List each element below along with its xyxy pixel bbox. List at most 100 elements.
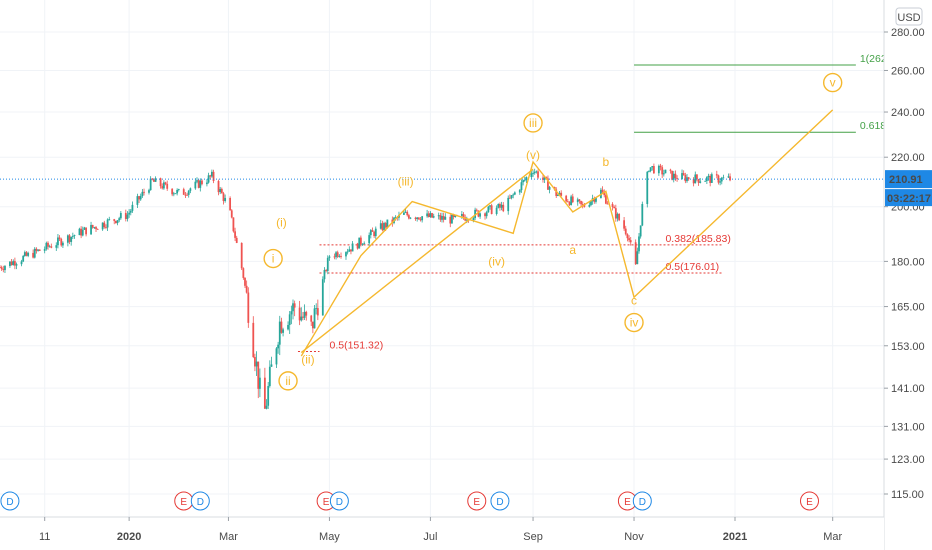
candle-body: [429, 213, 432, 218]
candle-body: [639, 225, 642, 237]
candle-body: [452, 214, 455, 217]
candle-body: [576, 199, 579, 203]
candle-body: [465, 219, 468, 221]
candle-body: [229, 197, 232, 211]
candle-body: [403, 212, 405, 215]
candle-body: [196, 180, 198, 182]
candle-body: [189, 188, 192, 191]
wave-label: ii: [285, 374, 290, 388]
candle-body: [419, 219, 422, 221]
last-price-tag: [885, 170, 932, 189]
candle-body: [508, 197, 511, 199]
candle-body: [38, 249, 41, 251]
event-marker[interactable]: [0, 491, 20, 511]
candle-body: [571, 196, 574, 203]
candle-body: [326, 257, 329, 271]
candle-body: [217, 181, 220, 193]
y-tick-label: 131.00: [891, 421, 925, 433]
wave-label-circle: [624, 312, 644, 333]
candle-body: [391, 219, 394, 224]
candle-body: [548, 186, 551, 190]
event-marker[interactable]: [800, 491, 820, 511]
candle-body: [311, 321, 314, 329]
y-tick-label: 240.00: [891, 107, 925, 119]
candle-body: [95, 227, 97, 230]
candle-body: [138, 196, 140, 200]
candle-body: [707, 175, 710, 178]
candle-body: [437, 215, 440, 217]
candle-body: [417, 217, 420, 220]
candle-body: [590, 201, 592, 206]
candle-body: [313, 308, 316, 329]
event-marker[interactable]: [190, 491, 210, 511]
candle-body: [128, 212, 131, 215]
candle-body: [267, 386, 270, 406]
candle-body: [43, 248, 46, 251]
candle-body: [280, 321, 283, 333]
candle-body: [472, 218, 475, 221]
candle-body: [172, 193, 175, 195]
wave-label-circle: [523, 113, 543, 133]
candle-body: [363, 243, 366, 245]
candle-body: [409, 217, 412, 219]
candle-body: [184, 194, 187, 196]
event-marker[interactable]: [490, 491, 510, 511]
y-tick-label: 260.00: [891, 65, 925, 77]
candle-body: [525, 177, 528, 180]
candle-body: [300, 316, 303, 321]
candle-body: [187, 190, 190, 195]
candle-body: [336, 252, 339, 257]
wave-label: i: [272, 252, 275, 266]
event-marker[interactable]: [632, 491, 652, 511]
candle-body: [520, 182, 523, 191]
candle-body: [10, 261, 13, 266]
candle-body: [659, 165, 662, 168]
candle-body: [81, 229, 84, 236]
candle-body: [106, 219, 109, 228]
candle-body: [278, 321, 281, 345]
candle-body: [614, 208, 617, 219]
y-tick-label: 141.00: [891, 383, 925, 395]
candle-body: [68, 235, 71, 242]
candle-body: [682, 173, 685, 176]
candle-body: [176, 189, 179, 194]
candle-body: [694, 174, 697, 184]
fib-level-label: 0.5(176.01): [665, 261, 719, 273]
candle-body: [321, 279, 324, 316]
candle-body: [432, 216, 435, 218]
candle-body: [588, 205, 591, 207]
candle-body: [624, 228, 627, 235]
candle-body: [441, 216, 443, 220]
wave-label-circle: [263, 248, 283, 269]
candle-body: [47, 242, 49, 247]
currency-badge[interactable]: [895, 7, 923, 26]
candle-body: [316, 308, 319, 316]
candle-body: [55, 245, 58, 248]
candle-body: [565, 195, 568, 202]
candle-body: [560, 192, 563, 196]
candle-body: [259, 377, 261, 389]
candle-body: [495, 207, 498, 214]
wave-label-circle: [278, 371, 298, 391]
event-marker-label: E: [624, 497, 631, 508]
candle-body: [570, 196, 573, 205]
candle-body: [646, 171, 649, 205]
candle-body: [603, 192, 606, 196]
candle-body: [131, 204, 134, 211]
candle-body: [136, 196, 139, 205]
candle-body: [209, 175, 212, 177]
candle-body: [406, 211, 409, 216]
candle-body: [20, 261, 23, 265]
event-marker[interactable]: [329, 491, 349, 511]
candle-body: [80, 228, 83, 236]
fib-level-label: 0.5(151.32): [329, 340, 383, 352]
event-marker-label: D: [496, 497, 503, 508]
candle-body: [475, 209, 478, 211]
event-marker[interactable]: [467, 491, 487, 511]
candle-body: [383, 223, 385, 231]
candle-body: [164, 182, 167, 184]
candle-body: [651, 166, 654, 168]
candle-body: [697, 179, 700, 183]
x-tick-label: Mar: [219, 531, 238, 543]
